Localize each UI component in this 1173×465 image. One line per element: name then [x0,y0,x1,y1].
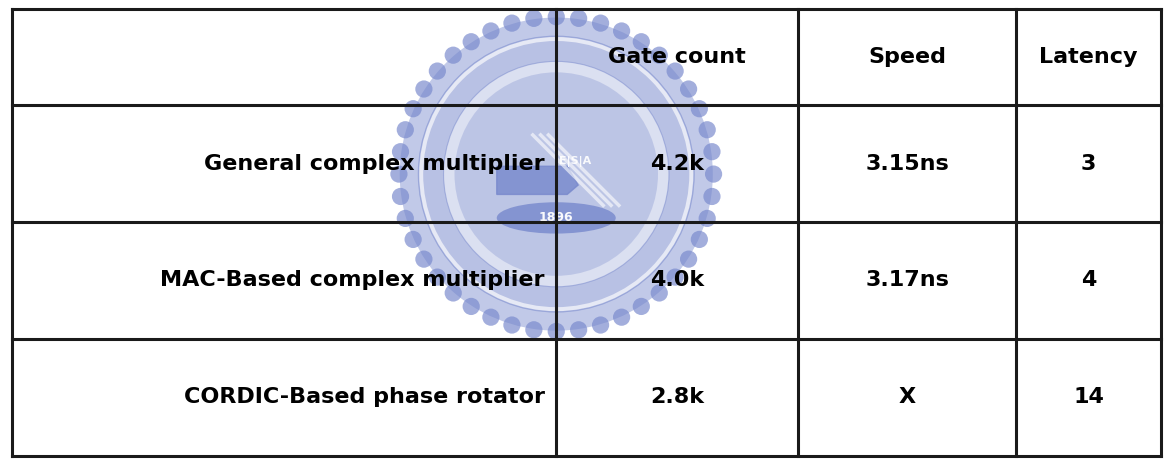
Ellipse shape [462,33,480,50]
Text: 1896: 1896 [538,212,574,225]
Ellipse shape [503,14,521,32]
Bar [799,339,1016,456]
Bar [1016,105,1161,222]
Ellipse shape [445,46,462,64]
Ellipse shape [680,251,697,268]
Bar [1016,222,1161,339]
Ellipse shape [570,10,588,27]
Ellipse shape [429,268,446,286]
Ellipse shape [666,62,684,80]
Ellipse shape [632,33,650,50]
Ellipse shape [592,316,609,334]
Bar [1016,339,1161,456]
Text: MAC-Based complex multiplier: MAC-Based complex multiplier [160,271,544,291]
Text: Latency: Latency [1039,47,1138,67]
Text: CORDIC-Based phase rotator: CORDIC-Based phase rotator [183,387,544,407]
Text: Speed: Speed [868,47,947,67]
Ellipse shape [415,251,433,268]
Ellipse shape [526,321,542,339]
Ellipse shape [548,323,565,340]
Ellipse shape [651,285,667,302]
Ellipse shape [392,188,409,205]
Ellipse shape [482,22,500,40]
Text: 4.2k: 4.2k [650,153,704,173]
Bar [12,222,556,339]
Ellipse shape [391,166,407,183]
Ellipse shape [666,268,684,286]
Ellipse shape [396,210,414,227]
Ellipse shape [704,143,720,160]
Text: 3.17ns: 3.17ns [866,271,949,291]
Ellipse shape [699,121,716,139]
Ellipse shape [503,316,521,334]
Ellipse shape [482,309,500,326]
Polygon shape [496,166,578,194]
Bar [12,339,556,456]
Ellipse shape [526,10,542,27]
Text: E|S|A: E|S|A [558,156,591,167]
Ellipse shape [592,14,609,32]
Text: 14: 14 [1073,387,1104,407]
Ellipse shape [705,166,723,183]
Bar [12,9,556,105]
Text: General complex multiplier: General complex multiplier [204,153,544,173]
Bar [799,105,1016,222]
Ellipse shape [680,80,697,98]
Bar [799,222,1016,339]
Ellipse shape [454,73,658,276]
Ellipse shape [443,61,669,287]
Text: X: X [899,387,916,407]
Ellipse shape [651,46,667,64]
Bar [556,9,799,105]
Ellipse shape [691,100,708,117]
Ellipse shape [704,188,720,205]
Ellipse shape [445,285,462,302]
Ellipse shape [423,41,690,307]
Bar [1016,9,1161,105]
Ellipse shape [400,18,713,331]
Bar [556,105,799,222]
Text: 4: 4 [1082,271,1097,291]
Text: 4.0k: 4.0k [650,271,704,291]
Ellipse shape [691,231,708,248]
Text: Gate count: Gate count [609,47,746,67]
Bar [12,105,556,222]
Bar [799,9,1016,105]
Ellipse shape [570,321,588,339]
Ellipse shape [415,80,433,98]
Ellipse shape [548,8,565,26]
Ellipse shape [392,143,409,160]
Bar [556,222,799,339]
Text: 3: 3 [1082,153,1097,173]
Ellipse shape [396,121,414,139]
Ellipse shape [405,231,422,248]
Ellipse shape [632,298,650,315]
Bar [556,339,799,456]
Ellipse shape [613,22,630,40]
Ellipse shape [699,210,716,227]
Text: 3.15ns: 3.15ns [866,153,949,173]
Ellipse shape [429,62,446,80]
Ellipse shape [613,309,630,326]
Ellipse shape [405,100,422,117]
Ellipse shape [496,202,616,233]
Text: 2.8k: 2.8k [650,387,704,407]
Ellipse shape [462,298,480,315]
Ellipse shape [419,36,694,312]
